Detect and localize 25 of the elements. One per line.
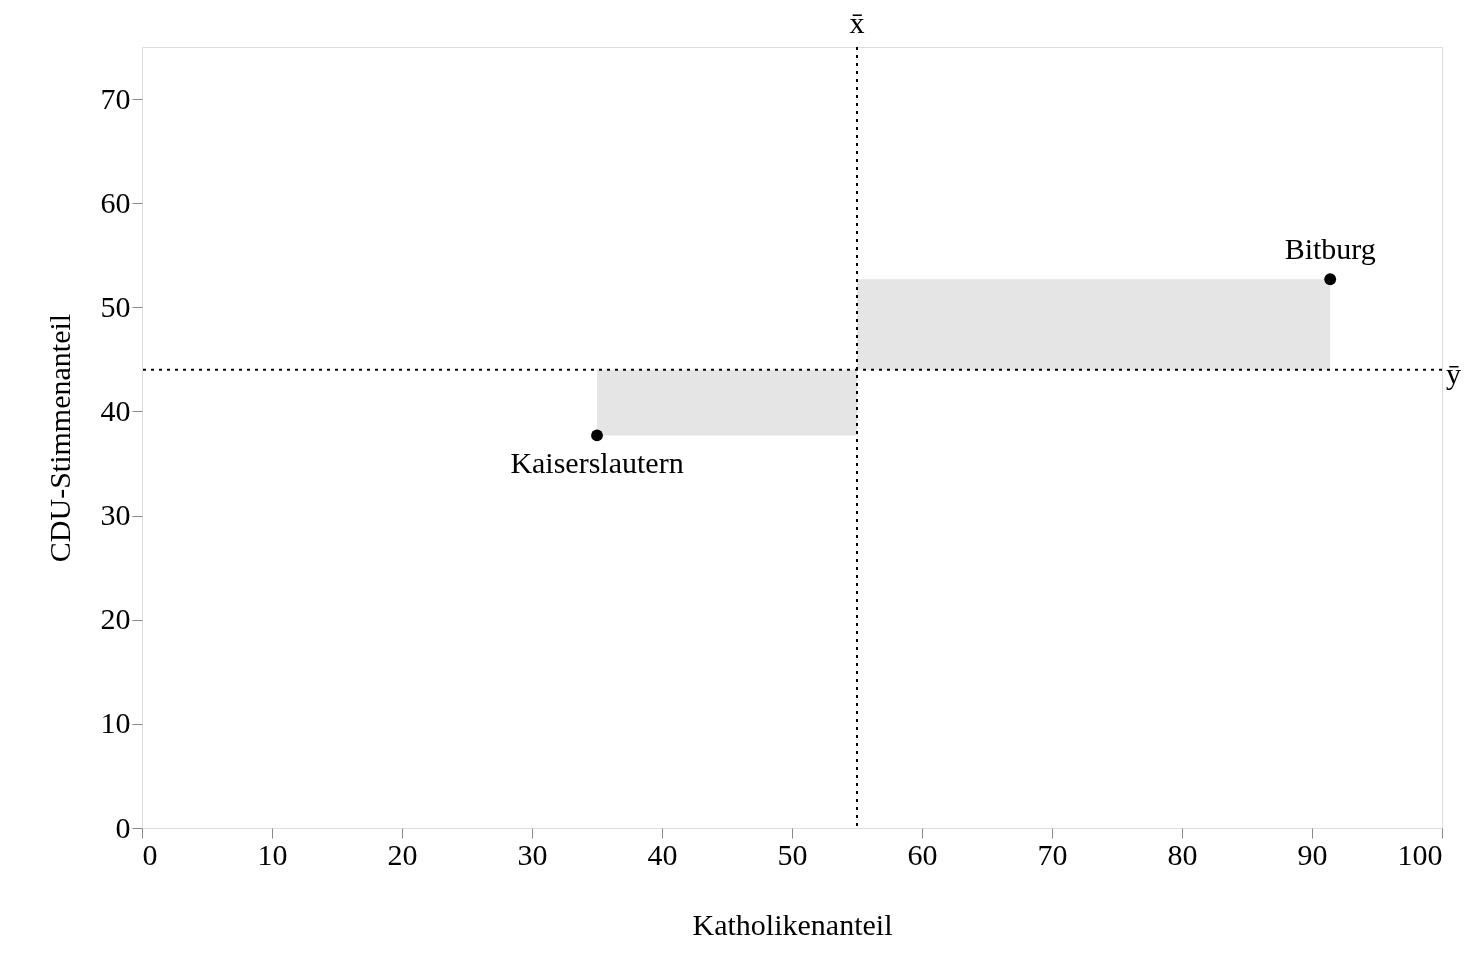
y-tick-label: 70	[100, 81, 131, 115]
y-tick-label: 40	[100, 393, 131, 427]
x-tick-label: 40	[647, 837, 678, 871]
ref-line-label: ȳ	[1446, 356, 1461, 390]
x-tick-label: 80	[1167, 837, 1198, 871]
y-tick-label: 60	[100, 185, 131, 219]
y-tick-label: 30	[100, 498, 131, 532]
x-tick-label: 0	[142, 837, 158, 871]
y-tick-label: 0	[115, 810, 131, 844]
x-tick-label: 30	[517, 837, 548, 871]
y-axis-title: CDU-Stimmenanteil	[42, 313, 76, 563]
annotation: Kaiserslautern	[510, 446, 684, 480]
annotation: Bitburg	[1284, 232, 1376, 266]
ref-line-label: x̄	[849, 6, 865, 39]
x-tick-label: 100	[1397, 837, 1443, 871]
y-tick-label: 50	[100, 289, 131, 323]
y-tick-label: 20	[100, 602, 131, 636]
y-tick-label: 10	[100, 706, 131, 740]
x-tick-label: 90	[1297, 837, 1328, 871]
x-tick-label: 60	[907, 837, 938, 871]
x-tick-label: 70	[1037, 837, 1068, 871]
x-tick-label: 20	[387, 837, 418, 871]
x-tick-label: 10	[257, 837, 288, 871]
x-axis-title: Katholikenanteil	[692, 907, 893, 941]
x-tick-label: 50	[777, 837, 808, 871]
